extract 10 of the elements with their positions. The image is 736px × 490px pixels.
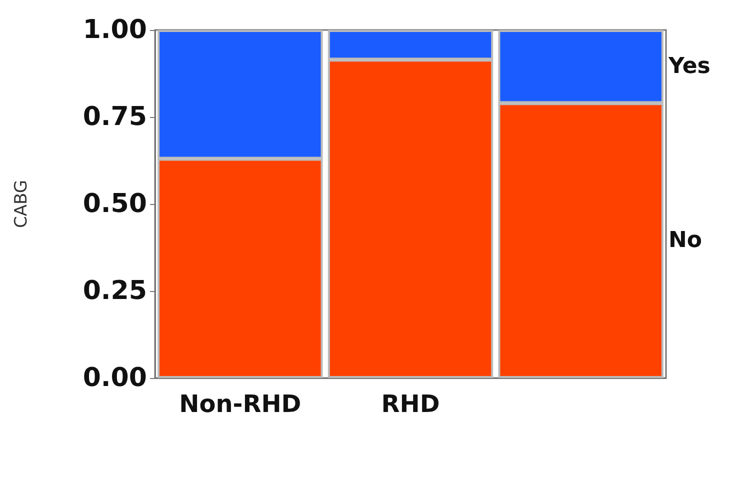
- series-label: No: [668, 228, 702, 254]
- y-axis-title: CABG: [12, 180, 32, 228]
- y-tick-label: 1.00: [82, 15, 147, 45]
- y-tick-label: 0.75: [82, 102, 147, 132]
- y-tick-label: 0.25: [82, 276, 147, 306]
- y-tick-label: 0.50: [82, 189, 147, 219]
- series-label: Yes: [667, 54, 710, 80]
- x-tick-label: RHD: [381, 390, 440, 418]
- x-tick-label: Non-RHD: [179, 390, 302, 418]
- y-tick-label: 0.00: [82, 363, 147, 393]
